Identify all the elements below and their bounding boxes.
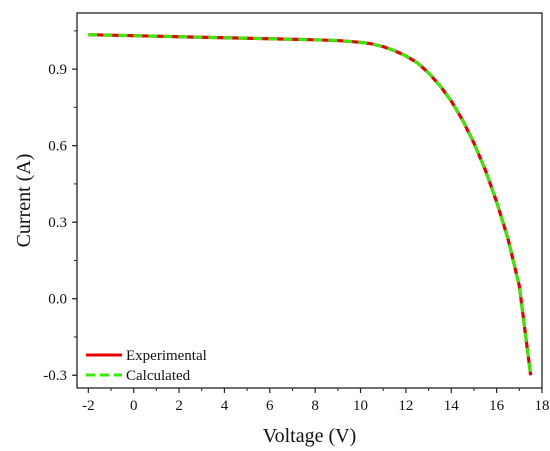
y-tick-label: 0.6 bbox=[48, 139, 67, 155]
y-tick-label: -0.3 bbox=[43, 368, 67, 384]
x-tick-label: 6 bbox=[266, 398, 274, 414]
y-tick-label: 0.3 bbox=[48, 215, 67, 231]
y-axis-title: Current (A) bbox=[13, 154, 35, 248]
y-tick-label: 0.9 bbox=[48, 62, 67, 78]
x-axis-ticks: -2 0 2 4 6 8 10 12 14 16 18 bbox=[82, 388, 550, 414]
x-tick-label: 18 bbox=[535, 398, 550, 414]
y-tick-label: 0.0 bbox=[48, 292, 67, 308]
x-tick-label: 0 bbox=[130, 398, 138, 414]
legend-label-calculated: Calculated bbox=[126, 368, 191, 384]
legend-label-experimental: Experimental bbox=[126, 348, 207, 364]
legend: Experimental Calculated bbox=[86, 348, 207, 384]
x-tick-label: 2 bbox=[175, 398, 183, 414]
series-line-experimental bbox=[88, 33, 533, 376]
series-line-calculated bbox=[88, 33, 533, 376]
y-axis-ticks: -0.3 0.0 0.3 0.6 0.9 bbox=[43, 30, 77, 384]
plot-frame bbox=[76, 12, 543, 389]
x-tick-label: -2 bbox=[82, 398, 95, 414]
x-tick-label: 16 bbox=[489, 398, 505, 414]
series-layer bbox=[88, 33, 533, 376]
x-tick-label: 8 bbox=[311, 398, 319, 414]
x-tick-label: 12 bbox=[398, 398, 413, 414]
x-axis-title: Voltage (V) bbox=[263, 425, 357, 447]
plot-area bbox=[76, 12, 543, 389]
x-tick-label: 14 bbox=[444, 398, 460, 414]
x-tick-label: 10 bbox=[353, 398, 368, 414]
x-tick-label: 4 bbox=[221, 398, 229, 414]
